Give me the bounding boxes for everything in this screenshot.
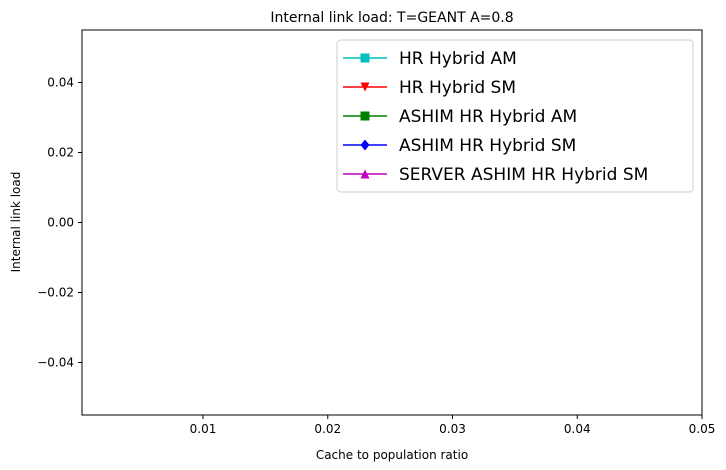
x-tick-label: 0.03 — [439, 422, 466, 436]
legend-marker — [360, 139, 370, 151]
y-tick-label: 0.02 — [47, 146, 74, 160]
legend-marker — [360, 53, 370, 63]
legend-entry: ASHIM HR Hybrid SM — [343, 136, 576, 156]
legend-marker — [360, 111, 370, 121]
y-tick-label: 0.04 — [47, 76, 74, 90]
x-tick-label: 0.04 — [564, 422, 591, 436]
y-axis-ticks: 0.04 0.02 0.00 −0.02 −0.04 — [37, 76, 82, 370]
legend-entry: HR Hybrid SM — [343, 78, 516, 98]
x-tick-label: 0.01 — [190, 422, 217, 436]
chart-title: Internal link load: T=GEANT A=0.8 — [270, 10, 513, 26]
y-tick-label: −0.04 — [37, 356, 74, 370]
x-tick-label: 0.05 — [689, 422, 716, 436]
y-axis-label: Internal link load — [9, 172, 23, 273]
legend-entry: ASHIM HR Hybrid AM — [343, 107, 577, 127]
legend-entry: SERVER ASHIM HR Hybrid SM — [343, 165, 648, 185]
legend-label: ASHIM HR Hybrid AM — [399, 107, 577, 127]
legend-frame — [336, 39, 694, 193]
legend-label: HR Hybrid AM — [399, 49, 517, 69]
x-tick-label: 0.02 — [314, 422, 341, 436]
x-axis-ticks: 0.01 0.02 0.03 0.04 0.05 — [190, 415, 716, 436]
legend-marker — [360, 169, 370, 179]
legend-marker — [360, 82, 370, 92]
y-tick-label: −0.02 — [37, 286, 74, 300]
legend-label: ASHIM HR Hybrid SM — [399, 136, 576, 156]
legend-label: HR Hybrid SM — [399, 78, 516, 98]
x-axis-label: Cache to population ratio — [316, 448, 468, 462]
legend: HR Hybrid AM HR Hybrid SM ASHIM HR Hybrid … — [336, 39, 694, 193]
legend-label: SERVER ASHIM HR Hybrid SM — [399, 165, 648, 185]
legend-entry: HR Hybrid AM — [343, 49, 517, 69]
y-tick-label: 0.00 — [47, 216, 74, 230]
